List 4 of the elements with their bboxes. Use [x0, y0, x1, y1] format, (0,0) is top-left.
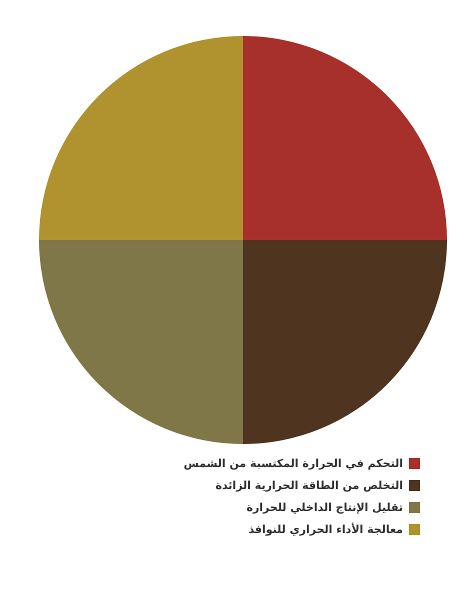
- legend-label: تقليل الإنتاج الداخلي للحرارة: [246, 500, 403, 514]
- legend-label: التحكم في الحرارة المكتسبة من الشمس: [184, 456, 403, 470]
- legend-label: معالجة الأداء الحراري للنوافذ: [248, 522, 403, 536]
- legend-label: التخلص من الطاقة الحرارية الزائدة: [215, 478, 403, 492]
